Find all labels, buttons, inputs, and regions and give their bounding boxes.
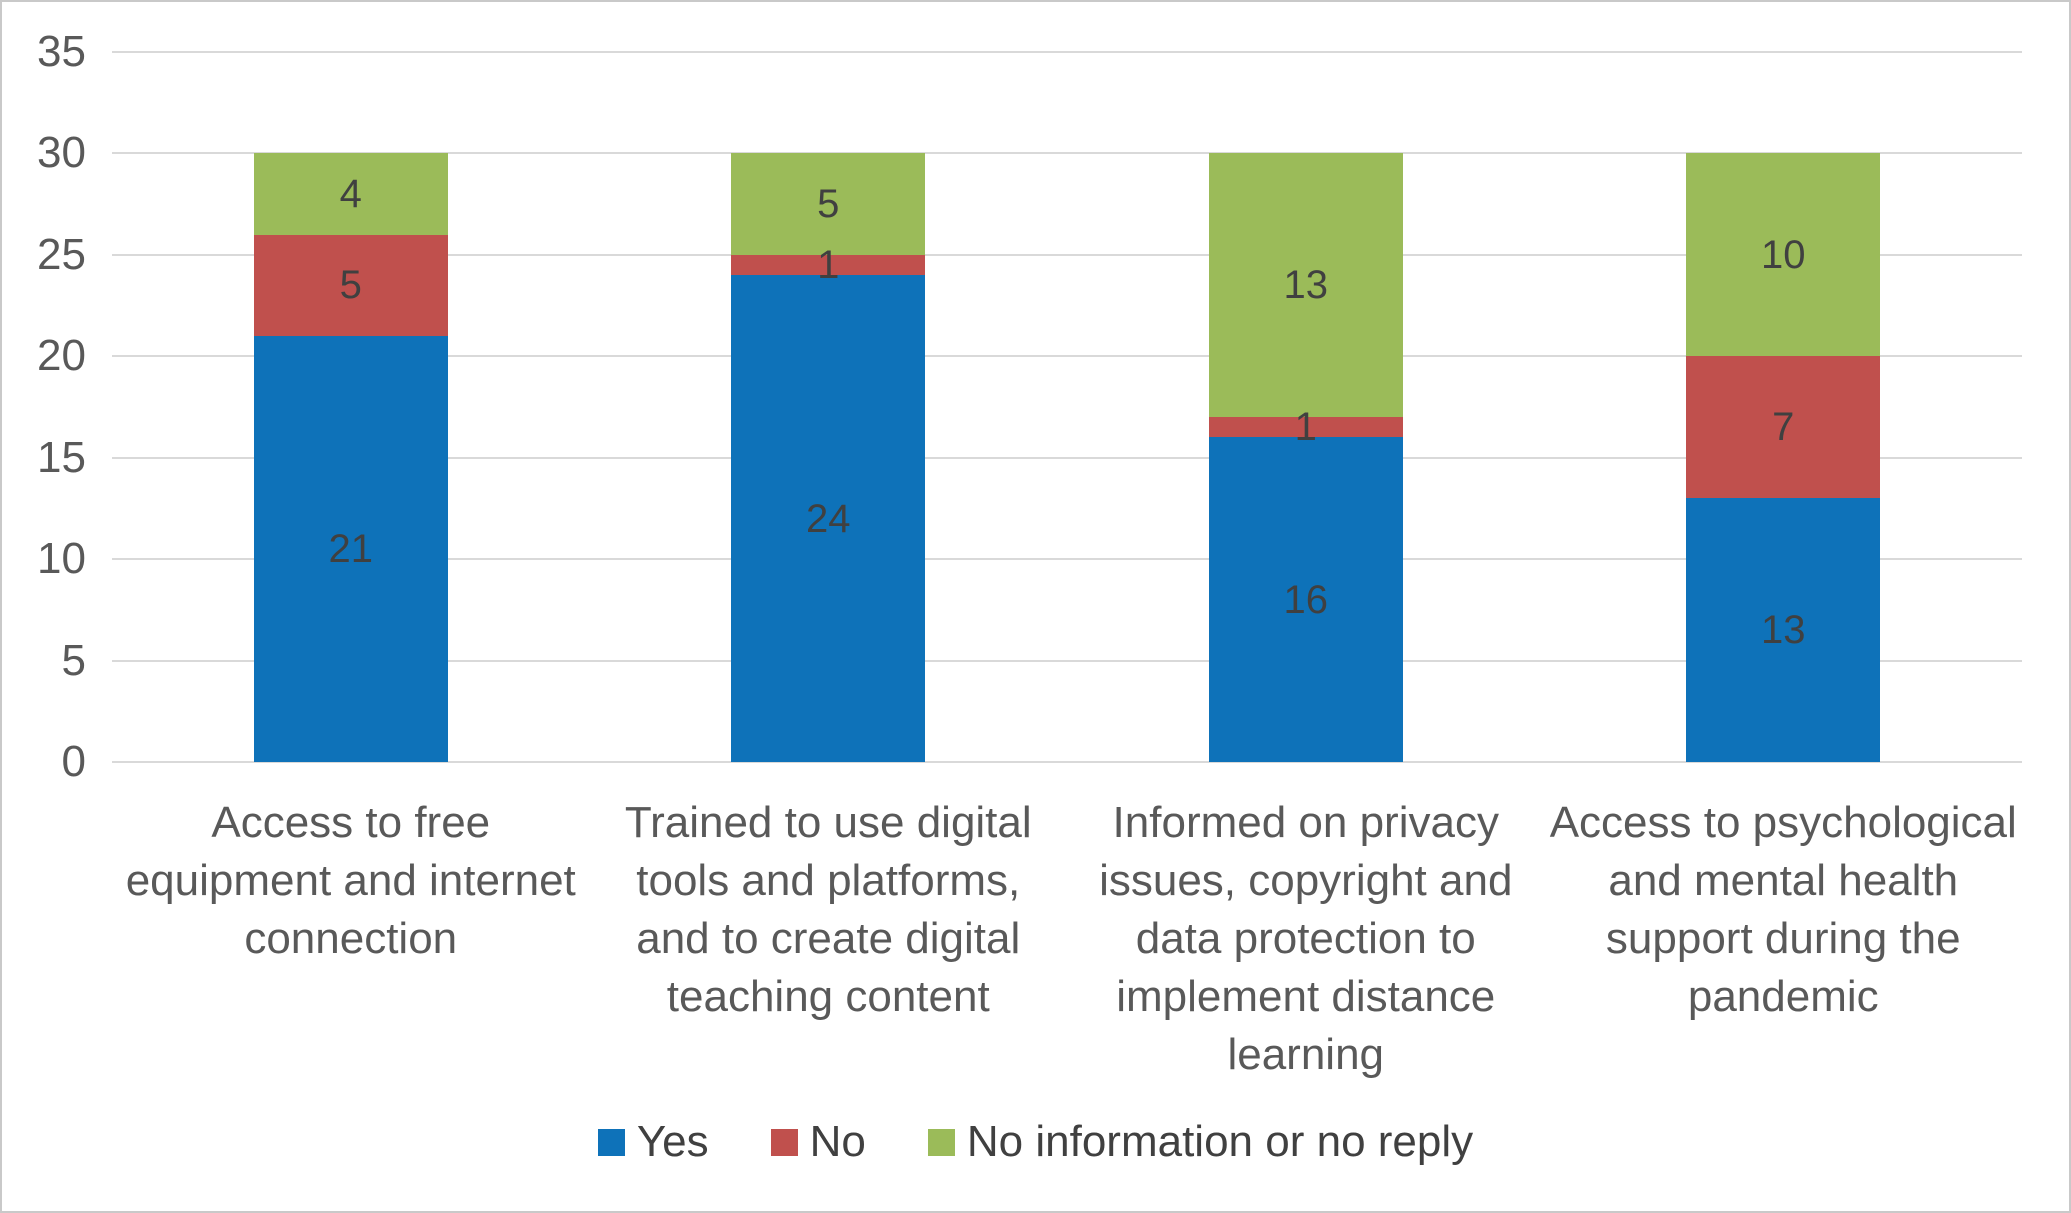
- category-label-3: Informed on privacy issues, copyright an…: [1099, 798, 1513, 1079]
- bar-segment-no-information-or-no-reply: 5: [731, 153, 926, 255]
- stacked-bar-1: 21 5 4: [253, 52, 448, 762]
- data-label: 21: [328, 527, 374, 571]
- data-label: 5: [339, 263, 362, 308]
- stacked-bar-4: 13 7 10: [1686, 52, 1881, 762]
- gridline-10: [112, 558, 2022, 561]
- bar-segment-yes: 16: [1208, 437, 1403, 762]
- gridline-5: [112, 659, 2022, 662]
- bar-segment-yes: 24: [731, 275, 926, 762]
- bar-segment-no-information-or-no-reply: 10: [1686, 153, 1881, 357]
- data-label: 13: [1761, 608, 1806, 653]
- stacked-bar-3: 16 1 13: [1208, 52, 1403, 762]
- category-label-2: Trained to use digital tools and platfor…: [624, 798, 1032, 1021]
- bar-segment-no-information-or-no-reply: 13: [1208, 153, 1403, 418]
- category-label-1: Access to free equipment and internet co…: [125, 798, 576, 963]
- data-label: 16: [1283, 577, 1329, 622]
- gridline-0: [112, 761, 2022, 763]
- y-tick-label-15: 15: [37, 432, 86, 482]
- legend-item-no: No: [770, 1117, 866, 1166]
- bar-segment-yes: 13: [1686, 498, 1881, 762]
- legend-swatch-no: [770, 1128, 798, 1156]
- data-label: 4: [339, 172, 362, 216]
- bar-segment-no-information-or-no-reply: 4: [253, 153, 448, 235]
- y-tick-label-5: 5: [61, 635, 86, 685]
- legend-item-no-information-or-no-reply: No information or no reply: [927, 1117, 1474, 1166]
- stacked-bar-2: 24 1 5: [731, 52, 926, 762]
- data-label: 7: [1772, 405, 1795, 450]
- y-tick-label-35: 35: [37, 27, 86, 76]
- bar-segment-no: 1: [731, 245, 926, 285]
- gridline-25: [112, 253, 2022, 256]
- legend-item-yes: Yes: [597, 1117, 709, 1166]
- category-label-4: Access to psychological and mental healt…: [1549, 798, 2017, 1021]
- data-label: 13: [1283, 263, 1329, 308]
- bar-segment-yes: 21: [253, 336, 448, 762]
- legend-label: Yes: [636, 1117, 709, 1166]
- data-label: 24: [806, 496, 851, 541]
- data-label: 5: [817, 182, 840, 227]
- y-tick-label-0: 0: [61, 737, 86, 786]
- legend: Yes No No information or no reply: [2, 1118, 2069, 1166]
- bar-segment-no: 7: [1686, 356, 1881, 499]
- y-tick-label-20: 20: [37, 331, 86, 381]
- gridline-15: [112, 456, 2022, 459]
- bar-segment-no: 5: [253, 234, 448, 336]
- legend-label: No information or no reply: [966, 1117, 1474, 1166]
- y-tick-label-30: 30: [37, 128, 86, 178]
- legend-swatch-no-information-or-no-reply: [927, 1128, 955, 1156]
- gridline-30: [112, 152, 2022, 155]
- y-tick-label-25: 25: [37, 229, 86, 279]
- legend-swatch-yes: [597, 1128, 625, 1156]
- gridline-35: [112, 51, 2022, 53]
- y-tick-label-10: 10: [37, 534, 86, 584]
- gridline-20: [112, 355, 2022, 358]
- bar-segment-no: 1: [1208, 407, 1403, 447]
- data-label: 10: [1761, 232, 1806, 277]
- legend-label: No: [809, 1117, 866, 1166]
